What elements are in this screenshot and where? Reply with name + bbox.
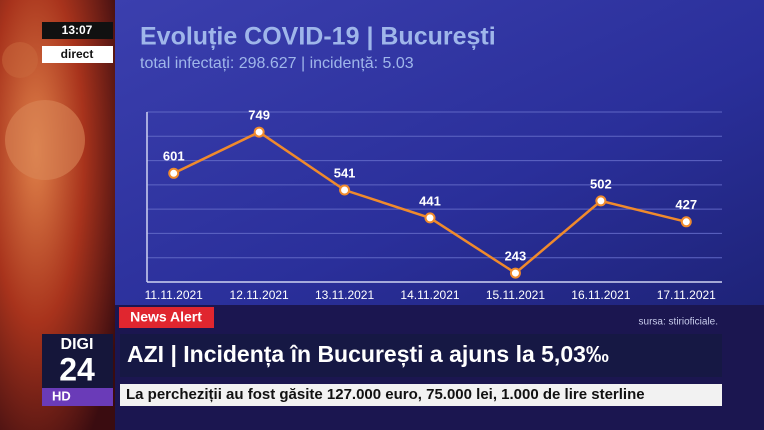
- value-label: 601: [163, 149, 185, 164]
- live-label: direct: [61, 47, 94, 61]
- plot: 601 749 541 441 243 502 427 11.11.2021 12.11.202…: [145, 108, 722, 302]
- headline: AZI | Incidența în București a ajuns la …: [127, 341, 609, 368]
- x-tick-label: 15.11.2021: [486, 288, 545, 302]
- point: [509, 267, 521, 279]
- chart-panel: [115, 0, 764, 305]
- chart-title: Evoluție COVID-19 | București: [140, 23, 496, 51]
- ticker-bar: [120, 384, 722, 406]
- logo-hd-strip: [42, 388, 113, 406]
- value-label: 541: [334, 165, 356, 180]
- alert-label: News Alert: [130, 309, 202, 325]
- x-tick-label: 16.11.2021: [571, 288, 630, 302]
- alert-box: [119, 307, 214, 328]
- x-tick-label: 13.11.2021: [315, 288, 374, 302]
- source: sursa: stirioficiale.: [639, 317, 718, 328]
- ticker: La percheziții au fost găsite 127.000 eu…: [126, 386, 645, 403]
- point: [680, 216, 692, 228]
- value-label: 749: [248, 108, 270, 123]
- x-tick-label: 14.11.2021: [400, 288, 459, 302]
- logo-hd: HD: [52, 388, 71, 403]
- clock: 13:07: [62, 23, 93, 37]
- clock-box: [42, 22, 113, 39]
- value-label: 441: [419, 193, 441, 208]
- point: [424, 212, 436, 224]
- value-label: 427: [675, 197, 697, 212]
- point: [253, 126, 265, 138]
- point: [168, 167, 180, 179]
- point: [339, 184, 351, 196]
- value-label: 502: [590, 176, 612, 191]
- point: [595, 195, 607, 207]
- x-tick-label: 17.11.2021: [657, 288, 716, 302]
- logo-top: DIGI: [61, 336, 94, 353]
- logo-number: 24: [59, 351, 95, 387]
- x-tick-label: 11.11.2021: [145, 288, 204, 302]
- value-label: 243: [505, 249, 527, 264]
- live-box: [42, 46, 113, 63]
- x-tick-label: 12.11.2021: [230, 288, 289, 302]
- virus-shape: [2, 42, 38, 78]
- headline-bar: [120, 334, 722, 377]
- virus-shape: [5, 100, 85, 180]
- chart-subtitle: total infectați: 298.627 | incidență: 5.…: [140, 55, 414, 72]
